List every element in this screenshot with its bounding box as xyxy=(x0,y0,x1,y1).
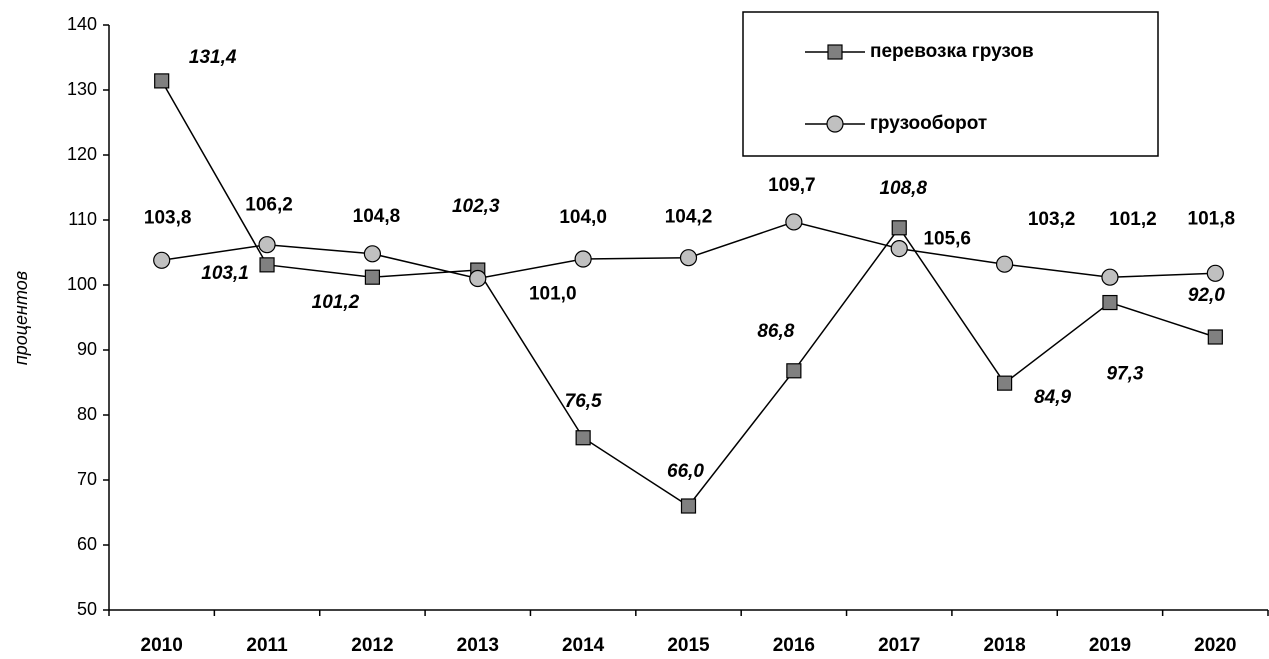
marker xyxy=(826,115,844,133)
marker xyxy=(890,240,908,258)
data-label: 108,8 xyxy=(879,178,927,199)
x-tick-label: 2014 xyxy=(562,635,605,656)
legend-label: грузооборот xyxy=(870,113,987,134)
marker xyxy=(575,430,591,446)
legend-label: перевозка грузов xyxy=(870,41,1034,62)
marker xyxy=(1101,268,1119,286)
data-label: 92,0 xyxy=(1188,285,1225,306)
y-tick-label: 110 xyxy=(68,209,97,229)
y-tick-label: 80 xyxy=(77,404,97,424)
marker xyxy=(258,236,276,254)
data-label: 109,7 xyxy=(768,175,816,196)
data-label: 101,2 xyxy=(1109,209,1157,230)
data-label: 97,3 xyxy=(1106,364,1143,385)
data-label: 104,0 xyxy=(559,207,607,228)
y-tick-label: 70 xyxy=(77,469,97,489)
marker xyxy=(1207,329,1223,345)
y-tick-label: 60 xyxy=(77,534,97,554)
marker xyxy=(786,363,802,379)
data-label: 104,8 xyxy=(353,206,401,227)
data-label: 76,5 xyxy=(565,391,602,412)
y-tick-label: 100 xyxy=(67,274,97,294)
marker xyxy=(259,257,275,273)
data-label: 84,9 xyxy=(1034,387,1071,408)
marker xyxy=(995,255,1014,273)
marker xyxy=(363,245,382,263)
y-axis-title: процентов xyxy=(11,271,31,365)
marker xyxy=(153,251,171,269)
x-tick-label: 2018 xyxy=(983,635,1025,656)
marker xyxy=(1206,264,1224,282)
marker xyxy=(891,220,907,236)
marker xyxy=(574,250,592,268)
y-tick-label: 130 xyxy=(67,79,97,99)
marker xyxy=(1102,294,1118,311)
x-tick-label: 2013 xyxy=(457,635,499,656)
data-label: 101,0 xyxy=(529,284,577,305)
x-tick-label: 2010 xyxy=(141,635,183,656)
x-tick-label: 2012 xyxy=(351,635,393,656)
y-tick-label: 90 xyxy=(77,339,97,359)
marker xyxy=(154,73,170,89)
marker xyxy=(469,269,487,288)
data-label: 104,2 xyxy=(665,207,713,228)
data-label: 102,3 xyxy=(452,196,500,217)
y-tick-label: 50 xyxy=(77,599,97,619)
marker xyxy=(679,249,698,267)
x-tick-label: 2017 xyxy=(878,635,920,656)
data-label: 101,2 xyxy=(312,292,360,313)
legend-box xyxy=(742,11,1159,157)
marker xyxy=(996,375,1013,391)
marker xyxy=(364,269,381,285)
data-label: 106,2 xyxy=(245,195,293,216)
y-tick-label: 120 xyxy=(67,144,97,164)
x-tick-label: 2015 xyxy=(667,635,710,656)
x-tick-label: 2011 xyxy=(246,635,288,656)
data-label: 105,6 xyxy=(923,229,971,250)
data-label: 103,2 xyxy=(1028,209,1076,230)
x-tick-label: 2019 xyxy=(1089,635,1131,656)
data-label: 86,8 xyxy=(757,321,794,342)
x-tick-label: 2016 xyxy=(773,635,815,656)
marker xyxy=(785,213,803,231)
data-label: 103,1 xyxy=(201,263,249,284)
y-tick-label: 140 xyxy=(67,14,97,34)
x-tick-label: 2020 xyxy=(1194,635,1236,656)
marker xyxy=(827,44,843,60)
data-label: 101,8 xyxy=(1188,208,1236,229)
data-label: 103,8 xyxy=(144,207,192,228)
data-label: 66,0 xyxy=(667,461,704,482)
data-label: 131,4 xyxy=(189,47,237,68)
marker xyxy=(680,498,697,514)
